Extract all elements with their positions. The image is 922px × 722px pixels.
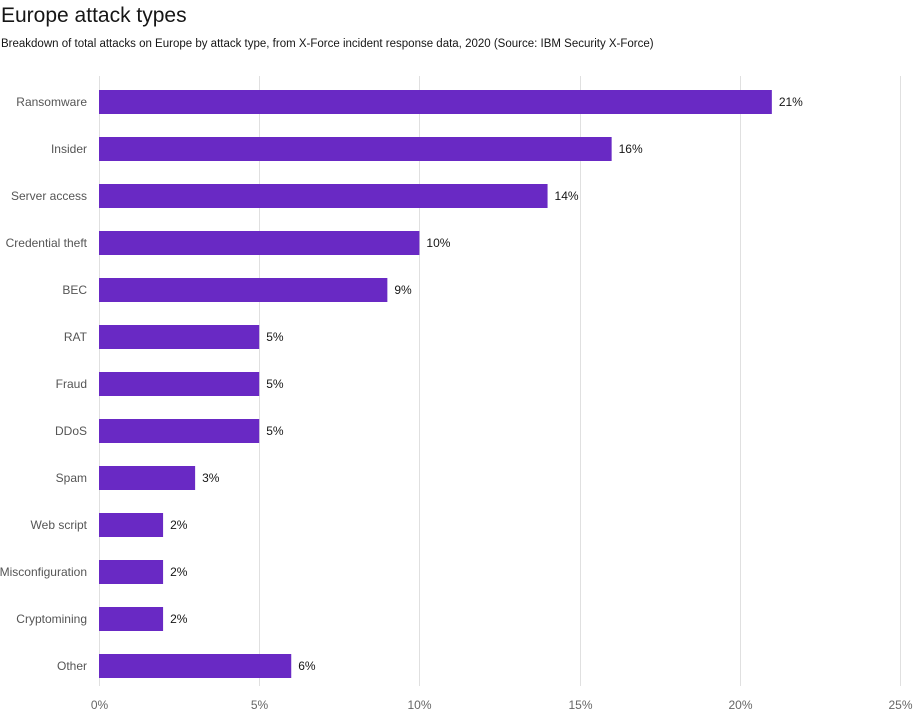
category-label: Fraud — [56, 377, 87, 391]
category-label: Server access — [11, 189, 87, 203]
data-label: 9% — [394, 283, 412, 297]
chart-title: Europe attack types — [1, 4, 187, 27]
data-label: 2% — [170, 565, 188, 579]
category-label: Cryptomining — [16, 612, 87, 626]
x-tick-label: 20% — [728, 698, 752, 712]
data-label: 6% — [298, 659, 316, 673]
bar — [99, 184, 548, 208]
bar — [99, 278, 388, 302]
category-label: RAT — [64, 330, 88, 344]
bar — [99, 372, 260, 396]
labels: 0% 5% 10% 15% 20% 25% Ransomware 21% Insider 16% S… — [0, 95, 913, 712]
data-label: 5% — [266, 330, 284, 344]
bar — [99, 137, 612, 161]
bar — [99, 654, 292, 678]
x-tick-label: 5% — [251, 698, 269, 712]
data-label: 5% — [266, 377, 284, 391]
bar — [99, 325, 260, 349]
category-label: Misconfiguration — [0, 565, 87, 579]
category-label: Credential theft — [6, 236, 88, 250]
data-label: 21% — [779, 95, 803, 109]
data-label: 3% — [202, 471, 220, 485]
data-label: 14% — [555, 189, 579, 203]
bar — [99, 607, 164, 631]
category-label: Web script — [31, 518, 88, 532]
bars — [99, 90, 772, 678]
category-label: Other — [57, 659, 87, 673]
data-label: 5% — [266, 424, 284, 438]
category-label: Ransomware — [16, 95, 87, 109]
category-label: Spam — [56, 471, 87, 485]
x-tick-label: 10% — [407, 698, 431, 712]
category-label: DDoS — [55, 424, 87, 438]
data-label: 16% — [619, 142, 643, 156]
chart-subtitle: Breakdown of total attacks on Europe by … — [1, 38, 654, 50]
category-label: BEC — [62, 283, 87, 297]
bar — [99, 231, 420, 255]
bar — [99, 560, 164, 584]
bar — [99, 466, 196, 490]
data-label: 2% — [170, 518, 188, 532]
category-label: Insider — [51, 142, 87, 156]
x-tick-label: 0% — [91, 698, 109, 712]
bar — [99, 90, 772, 114]
bar — [99, 513, 164, 537]
x-tick-label: 15% — [568, 698, 592, 712]
data-label: 2% — [170, 612, 188, 626]
data-label: 10% — [426, 236, 450, 250]
x-tick-label: 25% — [888, 698, 912, 712]
bar — [99, 419, 260, 443]
